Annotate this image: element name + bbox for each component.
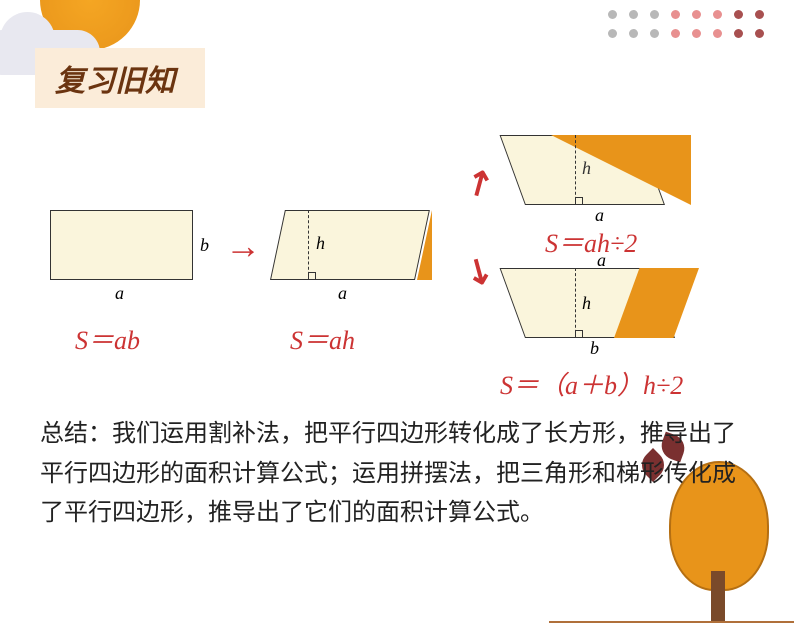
rect-label-a: a [115,283,124,304]
dot [692,10,701,19]
dot [734,10,743,19]
dot [671,10,680,19]
dot [629,10,638,19]
dot [755,29,764,38]
summary-text: 总结：我们运用割补法，把平行四边形转化成了长方形，推导出了平行四边形的面积计算公… [40,415,750,534]
rect-label-b: b [200,235,209,256]
para-formula: S＝ah [290,320,355,357]
trap-label-h: h [582,293,591,314]
page-title: 复习旧知 [55,65,175,98]
rectangle-shape [50,210,193,280]
parallelogram-shape [270,210,440,280]
para-label-h: h [316,233,325,254]
dot-pattern [608,10,764,48]
dot [629,29,638,38]
arrow-icon: → [225,225,261,267]
title-box: 复习旧知 [35,48,205,108]
dot [713,29,722,38]
tri-formula: S＝ah÷2 [545,223,637,260]
diagram-area: a b S＝ab → h a S＝ah ↗ ↘ h a S＝ah÷2 a h b… [0,120,794,400]
dot [713,10,722,19]
dot [755,10,764,19]
para-label-a: a [338,283,347,304]
trap-label-a: a [597,250,606,271]
dot [671,29,680,38]
arrow-icon: ↘ [457,247,502,296]
dot [734,29,743,38]
rect-formula: S＝ab [75,320,140,357]
arrow-icon: ↗ [457,159,502,208]
trap-label-b: b [590,338,599,359]
tri-label-h: h [582,158,591,179]
trapezoid-shape [525,268,697,338]
dot [608,10,617,19]
triangle-shape [525,135,687,205]
dot [608,29,617,38]
dot [692,29,701,38]
trap-formula: S＝（a＋b）h÷2 [500,365,683,402]
dot [650,29,659,38]
dot [650,10,659,19]
